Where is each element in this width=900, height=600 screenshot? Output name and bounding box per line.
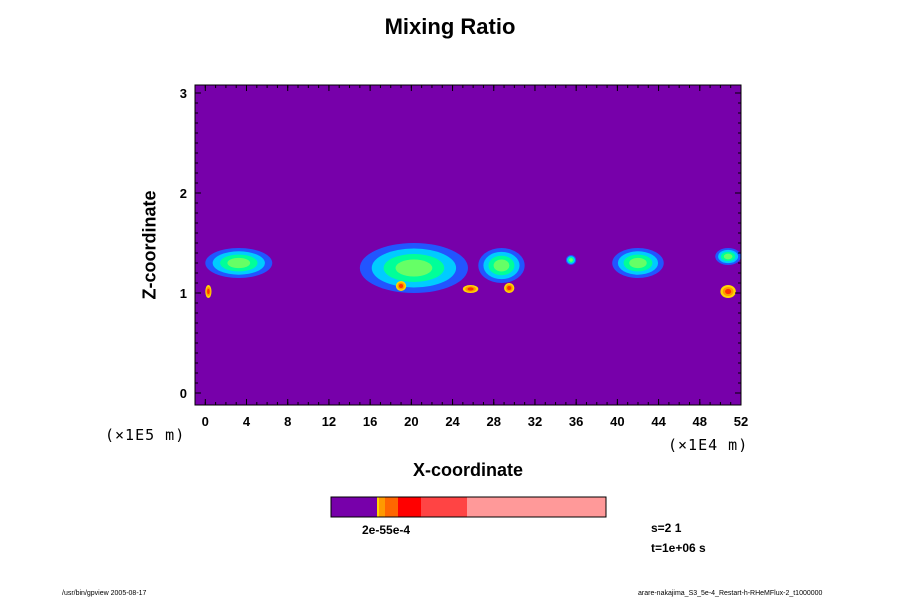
plot-frame [194,84,742,406]
plot-background [195,85,741,405]
high-ratio-core-1 [205,285,212,298]
y-tick-label: 1 [180,286,187,301]
y-axis-unit: (×1E5 m) [105,426,186,444]
chart-title: Mixing Ratio [384,14,516,39]
info-s-label: s=2 1 [651,521,682,535]
high-ratio-core-4-contour [507,286,512,290]
x-tick-label: 16 [363,414,377,429]
colorbar-segment [379,497,381,517]
cloud-band-6-contour [723,253,733,260]
colorbar-segment [467,497,606,517]
cloud-band-6 [715,248,741,265]
cloud-band-3 [478,248,525,283]
x-tick-label: 0 [202,414,209,429]
y-axis-label: Z-coordinate [139,190,160,300]
x-tick-label: 8 [284,414,291,429]
y-tick-label: 2 [180,186,187,201]
x-tick-label: 20 [404,414,418,429]
x-tick-label: 24 [445,414,460,429]
high-ratio-core-1-contour [207,288,210,295]
x-tick-label: 32 [528,414,542,429]
x-tick-label: 28 [487,414,501,429]
colorbar-segment [331,497,377,517]
colorbar-segment [377,497,379,517]
x-tick-label: 36 [569,414,583,429]
high-ratio-core-5 [720,285,736,298]
cloud-band-2 [359,243,468,293]
high-ratio-core-3 [462,285,479,293]
x-tick-label: 48 [693,414,707,429]
high-ratio-core-3-contour [467,287,474,291]
cloud-band-3-contour [493,259,510,272]
x-tick-label: 52 [734,414,748,429]
y-tick-label: 0 [180,386,187,401]
high-ratio-core-2 [395,281,407,291]
cloud-band-1 [205,248,273,278]
x-tick-label: 4 [243,414,251,429]
colorbar-segment [421,497,467,517]
colorbar-frame [330,496,607,518]
cloud-band-2-contour [395,259,433,277]
colorbar-segment [381,497,385,517]
x-axis-label: X-coordinate [412,460,523,480]
footer-left: /usr/bin/gpview 2005-08-17 [62,590,147,597]
colorbar [330,496,607,518]
high-ratio-core-2-contour [398,284,404,288]
x-tick-label: 44 [651,414,666,429]
cloud-band-5-contour [629,257,647,269]
footer-right: arare-nakajima_S3_5e-4_Restart-h-RHeMFlu… [638,590,823,597]
info-t-label: t=1e+06 s [651,541,706,555]
cloud-band-1-contour [227,257,251,269]
high-ratio-core-5-contour [725,288,732,295]
cloud-band-4-contour [569,258,573,262]
cloud-band-5 [612,248,664,278]
cloud-band-4 [565,255,577,265]
x-tick-label: 12 [322,414,336,429]
colorbar-segment [398,497,421,517]
high-ratio-core-4 [504,283,515,293]
colorbar-segment [385,497,398,517]
colorbar-label: 2e-55e-4 [362,523,411,537]
y-tick-label: 3 [180,86,187,101]
x-axis-unit: (×1E4 m) [668,436,749,454]
x-tick-label: 40 [610,414,624,429]
